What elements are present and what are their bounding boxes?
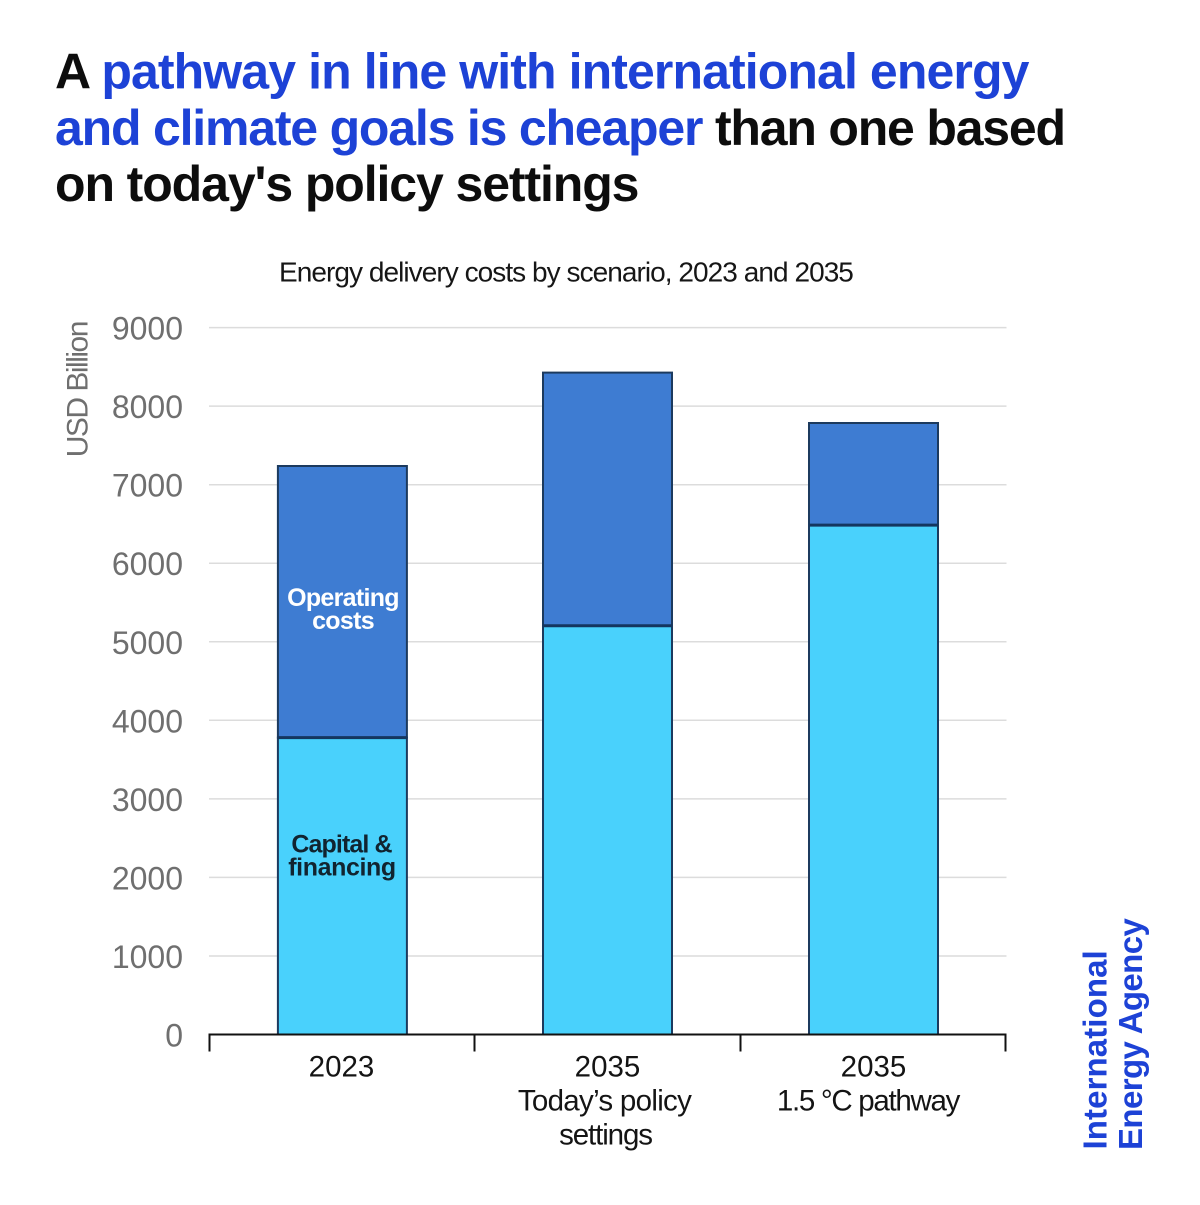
svg-text:2035: 2035 xyxy=(841,1051,907,1084)
svg-text:2023: 2023 xyxy=(309,1051,375,1084)
svg-text:2035: 2035 xyxy=(575,1051,641,1084)
svg-text:3000: 3000 xyxy=(112,782,183,818)
svg-text:0: 0 xyxy=(165,1018,183,1054)
svg-text:Energy Agency: Energy Agency xyxy=(1112,918,1149,1150)
svg-text:8000: 8000 xyxy=(112,389,183,425)
svg-text:2000: 2000 xyxy=(112,860,183,896)
svg-text:Today’s policy: Today’s policy xyxy=(518,1085,692,1118)
svg-text:Operating: Operating xyxy=(287,584,399,612)
svg-text:Energy delivery costs by scena: Energy delivery costs by scenario, 2023 … xyxy=(279,257,853,288)
svg-text:9000: 9000 xyxy=(112,311,183,347)
svg-text:financing: financing xyxy=(288,853,396,881)
svg-text:and climate goals is cheaper t: and climate goals is cheaper than one ba… xyxy=(55,100,1065,156)
svg-text:6000: 6000 xyxy=(112,546,183,582)
svg-text:on today's policy settings: on today's policy settings xyxy=(55,156,638,212)
svg-text:USD Billion: USD Billion xyxy=(62,322,95,457)
svg-text:7000: 7000 xyxy=(112,468,183,504)
svg-text:costs: costs xyxy=(312,607,374,635)
svg-text:4000: 4000 xyxy=(112,703,183,739)
svg-text:Capital &: Capital & xyxy=(291,831,392,859)
svg-text:5000: 5000 xyxy=(112,625,183,661)
svg-text:1000: 1000 xyxy=(112,939,183,975)
svg-text:International: International xyxy=(1077,950,1114,1149)
svg-text:settings: settings xyxy=(559,1119,652,1152)
svg-text:A pathway in line with interna: A pathway in line with international ene… xyxy=(55,44,1030,100)
svg-text:1.5 °C pathway: 1.5 °C pathway xyxy=(777,1085,961,1118)
